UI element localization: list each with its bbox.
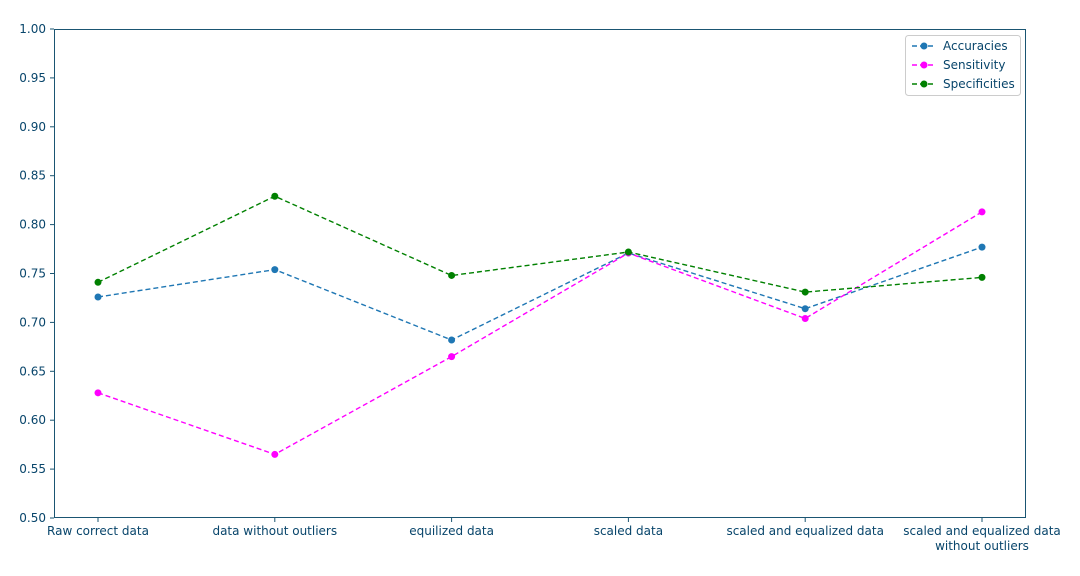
legend-marker bbox=[920, 80, 928, 88]
y-axis: 0.50 0.55 0.60 0.65 0.70 0.75 0.80 0.85 0.90 0.95… bbox=[19, 22, 54, 525]
data-point bbox=[94, 278, 102, 286]
data-point bbox=[271, 192, 279, 200]
x-tick-label: scaled and equalized data bbox=[903, 524, 1061, 538]
data-point bbox=[448, 353, 456, 361]
legend-marker bbox=[920, 61, 928, 69]
data-point bbox=[94, 389, 102, 397]
y-tick-label: 0.95 bbox=[19, 71, 46, 85]
series-line bbox=[97, 246, 983, 341]
y-tick-label: 0.90 bbox=[19, 120, 46, 134]
data-point bbox=[448, 336, 456, 344]
legend-label: Accuracies bbox=[943, 39, 1008, 53]
x-tick-label: scaled and equalized data bbox=[726, 524, 884, 538]
data-point bbox=[978, 208, 986, 216]
y-tick-label: 0.80 bbox=[19, 218, 46, 232]
plot-area bbox=[54, 29, 1026, 518]
data-point bbox=[978, 243, 986, 251]
legend-item: Sensitivity bbox=[912, 58, 1005, 72]
x-tick-label: equilized data bbox=[409, 524, 494, 538]
x-tick-label: scaled data bbox=[594, 524, 663, 538]
data-point bbox=[801, 288, 809, 296]
data-point bbox=[271, 450, 279, 458]
legend-item: Accuracies bbox=[912, 39, 1008, 53]
y-tick-label: 0.70 bbox=[19, 315, 46, 329]
x-tick-label: without outliers bbox=[935, 539, 1029, 553]
x-axis: Raw correct data data without outliers equ… bbox=[47, 518, 1061, 553]
y-tick-label: 1.00 bbox=[19, 22, 46, 36]
plot-frame bbox=[54, 29, 1026, 518]
data-point bbox=[978, 273, 986, 281]
data-point bbox=[624, 248, 632, 256]
data-point bbox=[448, 271, 456, 279]
legend-item: Specificities bbox=[912, 77, 1015, 91]
data-point bbox=[801, 314, 809, 322]
y-tick-label: 0.65 bbox=[19, 364, 46, 378]
x-tick-label: data without outliers bbox=[212, 524, 337, 538]
data-point bbox=[94, 293, 102, 301]
x-tick-label: Raw correct data bbox=[47, 524, 149, 538]
legend-box bbox=[905, 35, 1021, 96]
series-line bbox=[97, 211, 983, 456]
y-tick-label: 0.85 bbox=[19, 169, 46, 183]
y-tick-label: 0.75 bbox=[19, 267, 46, 281]
y-tick-label: 0.60 bbox=[19, 413, 46, 427]
data-point bbox=[801, 305, 809, 313]
series-specificities bbox=[94, 192, 986, 296]
data-point bbox=[271, 266, 279, 274]
y-tick-label: 0.55 bbox=[19, 462, 46, 476]
legend-label: Specificities bbox=[943, 77, 1015, 91]
y-tick-label: 0.50 bbox=[19, 511, 46, 525]
series-layer bbox=[94, 192, 986, 458]
legend-marker bbox=[920, 42, 928, 50]
legend: Accuracies Sensitivity Specificities bbox=[905, 35, 1021, 96]
series-line bbox=[97, 195, 983, 293]
legend-label: Sensitivity bbox=[943, 58, 1005, 72]
